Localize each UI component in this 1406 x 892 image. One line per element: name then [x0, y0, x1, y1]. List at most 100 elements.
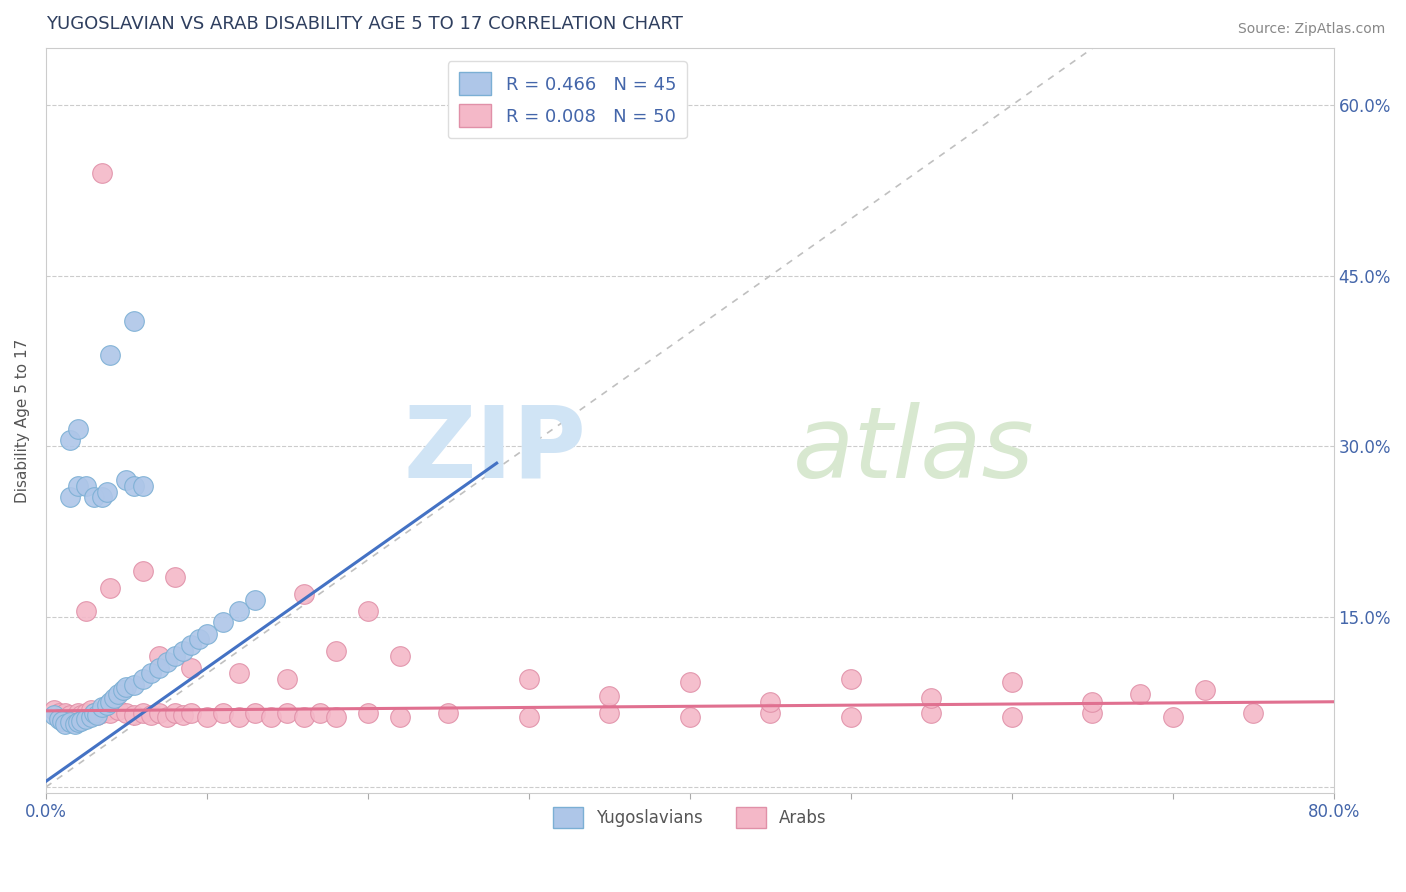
Point — [1001, 675, 1024, 690]
Point — [48, 712, 70, 726]
Point — [42, 703, 65, 717]
Point — [63, 717, 86, 731]
Point — [517, 672, 540, 686]
Point — [598, 689, 620, 703]
Point — [91, 166, 114, 180]
Point — [115, 680, 138, 694]
Point — [163, 649, 186, 664]
Point — [148, 706, 170, 720]
Point — [75, 712, 97, 726]
Point — [75, 706, 97, 720]
Point — [212, 706, 235, 720]
Point — [357, 604, 380, 618]
Point — [839, 709, 862, 723]
Point — [1081, 706, 1104, 720]
Point — [131, 479, 153, 493]
Point — [357, 706, 380, 720]
Text: YUGOSLAVIAN VS ARAB DISABILITY AGE 5 TO 17 CORRELATION CHART: YUGOSLAVIAN VS ARAB DISABILITY AGE 5 TO … — [46, 15, 683, 33]
Point — [51, 714, 73, 728]
Point — [91, 700, 114, 714]
Point — [839, 672, 862, 686]
Point — [1081, 695, 1104, 709]
Point — [48, 706, 70, 720]
Point — [228, 604, 250, 618]
Point — [96, 484, 118, 499]
Point — [245, 592, 267, 607]
Point — [148, 649, 170, 664]
Point — [59, 715, 82, 730]
Point — [437, 706, 460, 720]
Legend: Yugoslavians, Arabs: Yugoslavians, Arabs — [544, 798, 835, 837]
Point — [245, 706, 267, 720]
Point — [148, 661, 170, 675]
Point — [163, 570, 186, 584]
Point — [212, 615, 235, 630]
Point — [86, 708, 108, 723]
Point — [180, 638, 202, 652]
Point — [228, 709, 250, 723]
Point — [1129, 687, 1152, 701]
Point — [131, 564, 153, 578]
Point — [59, 708, 82, 723]
Text: Source: ZipAtlas.com: Source: ZipAtlas.com — [1237, 22, 1385, 37]
Point — [292, 587, 315, 601]
Point — [70, 714, 93, 728]
Point — [156, 709, 179, 723]
Point — [759, 706, 782, 720]
Point — [59, 434, 82, 448]
Point — [759, 695, 782, 709]
Text: ZIP: ZIP — [404, 401, 586, 499]
Point — [83, 706, 105, 720]
Point — [91, 490, 114, 504]
Point — [172, 708, 194, 723]
Y-axis label: Disability Age 5 to 17: Disability Age 5 to 17 — [15, 338, 30, 503]
Point — [75, 479, 97, 493]
Point — [67, 715, 90, 730]
Point — [98, 348, 121, 362]
Point — [195, 626, 218, 640]
Point — [112, 683, 135, 698]
Point — [42, 708, 65, 723]
Point — [124, 678, 146, 692]
Point — [80, 703, 103, 717]
Point — [70, 708, 93, 723]
Point — [139, 708, 162, 723]
Point — [679, 675, 702, 690]
Point — [156, 655, 179, 669]
Point — [389, 709, 412, 723]
Point — [107, 687, 129, 701]
Point — [517, 709, 540, 723]
Point — [80, 709, 103, 723]
Point — [139, 666, 162, 681]
Point — [75, 604, 97, 618]
Point — [67, 422, 90, 436]
Point — [1241, 706, 1264, 720]
Point — [67, 479, 90, 493]
Point — [195, 709, 218, 723]
Point — [63, 709, 86, 723]
Point — [920, 691, 942, 706]
Point — [389, 649, 412, 664]
Point — [51, 708, 73, 723]
Point — [124, 708, 146, 723]
Point — [172, 643, 194, 657]
Point — [131, 706, 153, 720]
Point — [163, 706, 186, 720]
Point — [53, 717, 76, 731]
Point — [86, 708, 108, 723]
Point — [91, 706, 114, 720]
Point — [679, 709, 702, 723]
Point — [115, 706, 138, 720]
Point — [67, 706, 90, 720]
Point — [96, 698, 118, 713]
Point — [1194, 683, 1216, 698]
Point — [598, 706, 620, 720]
Point — [83, 490, 105, 504]
Point — [180, 706, 202, 720]
Point — [131, 672, 153, 686]
Point — [187, 632, 209, 647]
Point — [124, 479, 146, 493]
Point — [98, 706, 121, 720]
Point — [1161, 709, 1184, 723]
Point — [98, 695, 121, 709]
